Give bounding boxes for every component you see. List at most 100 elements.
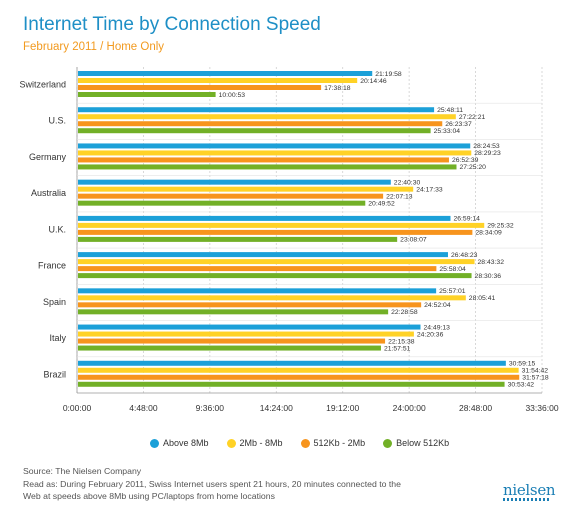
bar-switzerland-above-8mb (78, 71, 373, 76)
data-label-u-k-2mb-8mb: 29:25:32 (487, 223, 514, 230)
data-label-italy-2mb-8mb: 24:20:36 (417, 331, 444, 338)
data-label-australia-512kb-2mb: 22:07:13 (386, 193, 413, 200)
legend-item-below-512kb: Below 512Kb (383, 438, 449, 448)
data-label-u-s-below-512kb: 25:33:04 (434, 128, 461, 135)
legend-item-above-8mb: Above 8Mb (150, 438, 209, 448)
bar-switzerland-512kb-2mb (78, 85, 322, 90)
data-label-brazil-below-512kb: 30:53:42 (508, 382, 535, 389)
bar-australia-2mb-8mb (78, 186, 414, 192)
legend-item-2mb-8mb: 2Mb - 8Mb (226, 438, 283, 448)
bar-france-512kb-2mb (78, 266, 437, 272)
bar-spain-2mb-8mb (78, 295, 466, 301)
bar-brazil-above-8mb (78, 360, 506, 366)
category-label-france: France (38, 261, 66, 271)
bar-brazil-2mb-8mb (78, 367, 519, 373)
category-label-australia: Australia (31, 188, 66, 198)
data-label-spain-512kb-2mb: 24:52:04 (424, 302, 451, 309)
bar-germany-below-512kb (78, 164, 457, 170)
x-tick-label: 19:12:00 (326, 403, 359, 413)
bar-australia-above-8mb (78, 179, 391, 185)
bar-u-s-2mb-8mb (78, 114, 456, 120)
bar-switzerland-2mb-8mb (78, 78, 358, 83)
bar-chart: 0:00:00 4:48:00 9:36:00 14:24:00 19:12:00 24:… (19, 67, 559, 413)
data-label-germany-below-512kb: 27:25:20 (460, 164, 487, 171)
bar-u-s-below-512kb (78, 128, 431, 134)
legend-item-512kb-2mb: 512Kb - 2Mb (300, 438, 366, 448)
legend-label-512kb-2mb: 512Kb - 2Mb (313, 438, 366, 448)
data-label-switzerland-512kb-2mb: 17:38:18 (324, 85, 351, 92)
bar-u-s-above-8mb (78, 107, 435, 113)
data-label-germany-512kb-2mb: 26:52:39 (452, 157, 479, 164)
legend-swatch-above-8mb (150, 438, 159, 448)
legend-label-below-512kb: Below 512Kb (396, 438, 450, 448)
x-tick-label: 14:24:00 (260, 403, 293, 413)
legend-swatch-below-512kb (383, 438, 393, 448)
bar-switzerland-below-512kb (78, 92, 216, 97)
source-line: Source: The Nielsen Company (23, 466, 142, 476)
category-label-spain: Spain (43, 297, 66, 307)
data-label-australia-below-512kb: 20:49:52 (368, 200, 395, 207)
legend-label-above-8mb: Above 8Mb (163, 438, 209, 448)
bar-australia-512kb-2mb (78, 193, 384, 199)
bar-u-s-512kb-2mb (78, 121, 443, 127)
data-label-germany-2mb-8mb: 28:29:23 (474, 150, 501, 157)
nielsen-logo: nielsen (503, 481, 556, 499)
data-label-france-above-8mb: 26:48:23 (451, 252, 478, 259)
bar-italy-512kb-2mb (78, 338, 386, 344)
bar-u-k-512kb-2mb (78, 229, 473, 235)
data-label-brazil-512kb-2mb: 31:57:18 (522, 375, 549, 382)
data-label-u-s-2mb-8mb: 27:22:21 (459, 114, 486, 121)
data-label-u-s-above-8mb: 25:48:11 (437, 107, 463, 114)
bar-spain-512kb-2mb (78, 302, 422, 308)
data-label-spain-2mb-8mb: 28:05:41 (469, 295, 496, 302)
read-as-line-2: Web at speeds above 8Mb using PC/laptops… (23, 491, 275, 501)
category-label-brazil: Brazil (43, 369, 66, 379)
x-tick-label: 33:36:00 (525, 403, 558, 413)
data-label-germany-above-8mb: 28:24:53 (473, 143, 500, 150)
x-tick-label: 28:48:00 (459, 403, 492, 413)
bar-france-above-8mb (78, 252, 448, 258)
chart-title: Internet Time by Connection Speed (23, 14, 321, 35)
bar-germany-512kb-2mb (78, 157, 449, 163)
data-label-france-2mb-8mb: 28:43:32 (478, 259, 505, 266)
data-label-france-512kb-2mb: 25:58:04 (439, 266, 466, 273)
data-label-australia-above-8mb: 22:40:30 (394, 179, 421, 186)
category-label-u-s: U.S. (48, 116, 66, 126)
data-label-italy-below-512kb: 21:57:51 (384, 345, 411, 352)
bar-spain-above-8mb (78, 288, 437, 294)
nielsen-logo-dots (503, 498, 551, 501)
legend: Above 8Mb 2Mb - 8Mb 512Kb - 2Mb Below 51… (150, 438, 449, 448)
data-label-italy-above-8mb: 24:49:13 (423, 324, 450, 331)
bar-france-below-512kb (78, 273, 472, 279)
read-as-line-1: Read as: During February 2011, Swiss Int… (23, 478, 401, 489)
x-tick-label: 9:36:00 (196, 403, 225, 413)
data-label-u-k-below-512kb: 23:08:07 (400, 237, 427, 244)
category-label-switzerland: Switzerland (19, 80, 66, 90)
data-label-u-k-512kb-2mb: 28:34:09 (475, 230, 502, 237)
category-label-germany: Germany (29, 152, 67, 162)
category-label-italy: Italy (49, 333, 66, 343)
source-note: Source: The Nielsen Company Read as: Dur… (23, 465, 463, 503)
bar-u-k-below-512kb (78, 236, 398, 242)
bar-brazil-512kb-2mb (78, 374, 520, 380)
bar-u-k-2mb-8mb (78, 222, 485, 228)
x-tick-label: 4:48:00 (129, 403, 158, 413)
bar-germany-2mb-8mb (78, 150, 472, 156)
data-label-u-s-512kb-2mb: 26:23:37 (445, 121, 472, 128)
data-label-spain-above-8mb: 25:57:01 (439, 288, 466, 295)
x-tick-label: 0:00:00 (63, 403, 92, 413)
legend-label-2mb-8mb: 2Mb - 8Mb (239, 438, 283, 448)
bar-spain-below-512kb (78, 309, 389, 315)
bar-brazil-below-512kb (78, 381, 505, 387)
data-label-brazil-2mb-8mb: 31:54:42 (522, 368, 549, 375)
bar-u-k-above-8mb (78, 215, 451, 221)
bar-germany-above-8mb (78, 143, 471, 149)
data-label-switzerland-above-8mb: 21:19:58 (375, 71, 402, 78)
bar-italy-above-8mb (78, 324, 421, 330)
data-label-switzerland-below-512kb: 10:00:53 (219, 92, 246, 99)
legend-swatch-2mb-8mb (226, 438, 236, 448)
data-label-france-below-512kb: 28:30:36 (475, 273, 502, 280)
bar-italy-2mb-8mb (78, 331, 414, 337)
bar-australia-below-512kb (78, 200, 366, 206)
chart-subtitle: February 2011 / Home Only (23, 41, 165, 53)
